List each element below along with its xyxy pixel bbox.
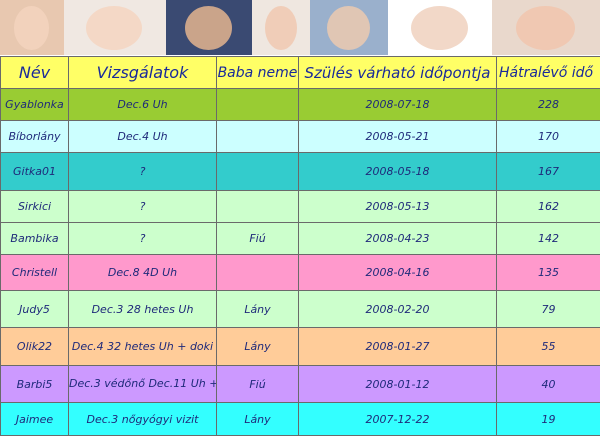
header-name: Név xyxy=(1,57,69,89)
cell-name: Bíborlány xyxy=(1,121,69,153)
header-due-date: Szülés várható időpontja xyxy=(299,57,497,89)
baby-face-shape xyxy=(185,6,232,50)
cell-exam: Dec.3 28 hetes Uh xyxy=(69,291,217,328)
cell-exam: Dec.3 nőgyógyi vizit xyxy=(69,403,217,436)
cell-exam: Dec.4 32 hetes Uh + doki xyxy=(69,328,217,366)
header-remaining: Hátralévő idő xyxy=(497,57,600,89)
baby-face-shape xyxy=(411,6,468,50)
cell-gender xyxy=(217,121,299,153)
baby-photo-3 xyxy=(166,0,252,55)
baby-face-shape xyxy=(86,6,142,50)
cell-remaining: 170 xyxy=(497,121,600,153)
cell-gender: Fiú xyxy=(217,366,299,403)
baby-photo-strip xyxy=(0,0,600,55)
baby-face-shape xyxy=(327,6,370,50)
cell-remaining: 135 xyxy=(497,255,600,291)
cell-name: Judy5 xyxy=(1,291,69,328)
cell-due-date: 2008-02-20 xyxy=(299,291,497,328)
cell-name: Christell xyxy=(1,255,69,291)
cell-remaining: 40 xyxy=(497,366,600,403)
cell-exam: Dec.3 védőnő Dec.11 Uh + 1.CTG xyxy=(69,366,217,403)
cell-gender: Lány xyxy=(217,291,299,328)
cell-remaining: 19 xyxy=(497,403,600,436)
cell-due-date: 2007-12-22 xyxy=(299,403,497,436)
cell-exam: ? xyxy=(69,153,217,191)
cell-due-date: 2008-05-18 xyxy=(299,153,497,191)
header-row: Név Vizsgálatok Baba neme Szülés várható… xyxy=(1,57,600,89)
cell-gender: Fiú xyxy=(217,223,299,255)
header-gender: Baba neme xyxy=(217,57,299,89)
cell-due-date: 2008-04-23 xyxy=(299,223,497,255)
cell-due-date: 2008-07-18 xyxy=(299,89,497,121)
cell-exam: Dec.4 Uh xyxy=(69,121,217,153)
cell-name: Barbi5 xyxy=(1,366,69,403)
baby-face-shape xyxy=(265,6,297,50)
due-date-table: Név Vizsgálatok Baba neme Szülés várható… xyxy=(0,56,600,436)
cell-remaining: 228 xyxy=(497,89,600,121)
baby-photo-6 xyxy=(388,0,492,55)
cell-name: Jaimee xyxy=(1,403,69,436)
cell-remaining: 167 xyxy=(497,153,600,191)
cell-remaining: 162 xyxy=(497,191,600,223)
cell-gender: Lány xyxy=(217,328,299,366)
cell-exam: ? xyxy=(69,191,217,223)
cell-name: Gitka01 xyxy=(1,153,69,191)
baby-photo-7 xyxy=(492,0,600,55)
cell-due-date: 2008-01-27 xyxy=(299,328,497,366)
cell-exam: ? xyxy=(69,223,217,255)
cell-remaining: 142 xyxy=(497,223,600,255)
cell-due-date: 2008-05-13 xyxy=(299,191,497,223)
baby-photo-4 xyxy=(252,0,310,55)
baby-photo-1 xyxy=(0,0,64,55)
baby-face-shape xyxy=(516,6,575,50)
cell-exam: Dec.8 4D Uh xyxy=(69,255,217,291)
cell-name: Sirkici xyxy=(1,191,69,223)
cell-remaining: 55 xyxy=(497,328,600,366)
cell-exam: Dec.6 Uh xyxy=(69,89,217,121)
baby-photo-5 xyxy=(310,0,388,55)
header-exams: Vizsgálatok xyxy=(69,57,217,89)
cell-due-date: 2008-01-12 xyxy=(299,366,497,403)
baby-face-shape xyxy=(14,6,49,50)
cell-gender xyxy=(217,153,299,191)
cell-due-date: 2008-05-21 xyxy=(299,121,497,153)
cell-gender: Lány xyxy=(217,403,299,436)
cell-name: Olik22 xyxy=(1,328,69,366)
cell-gender xyxy=(217,191,299,223)
cell-name: Bambika xyxy=(1,223,69,255)
baby-photo-2 xyxy=(64,0,166,55)
cell-remaining: 79 xyxy=(497,291,600,328)
cell-name: Gyablonka xyxy=(1,89,69,121)
cell-due-date: 2008-04-16 xyxy=(299,255,497,291)
cell-gender xyxy=(217,255,299,291)
cell-gender xyxy=(217,89,299,121)
